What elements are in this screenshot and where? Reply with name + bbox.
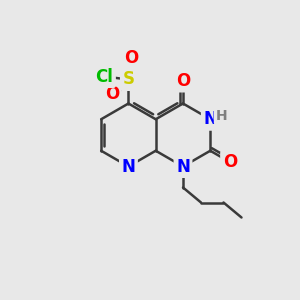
Text: O: O [176, 72, 190, 90]
Text: O: O [105, 85, 119, 103]
Text: O: O [223, 153, 237, 171]
Text: O: O [124, 49, 139, 67]
Text: N: N [203, 110, 217, 128]
Text: S: S [122, 70, 134, 88]
Text: N: N [176, 158, 190, 175]
Text: Cl: Cl [95, 68, 113, 85]
Text: H: H [216, 109, 227, 123]
Text: N: N [122, 158, 135, 175]
